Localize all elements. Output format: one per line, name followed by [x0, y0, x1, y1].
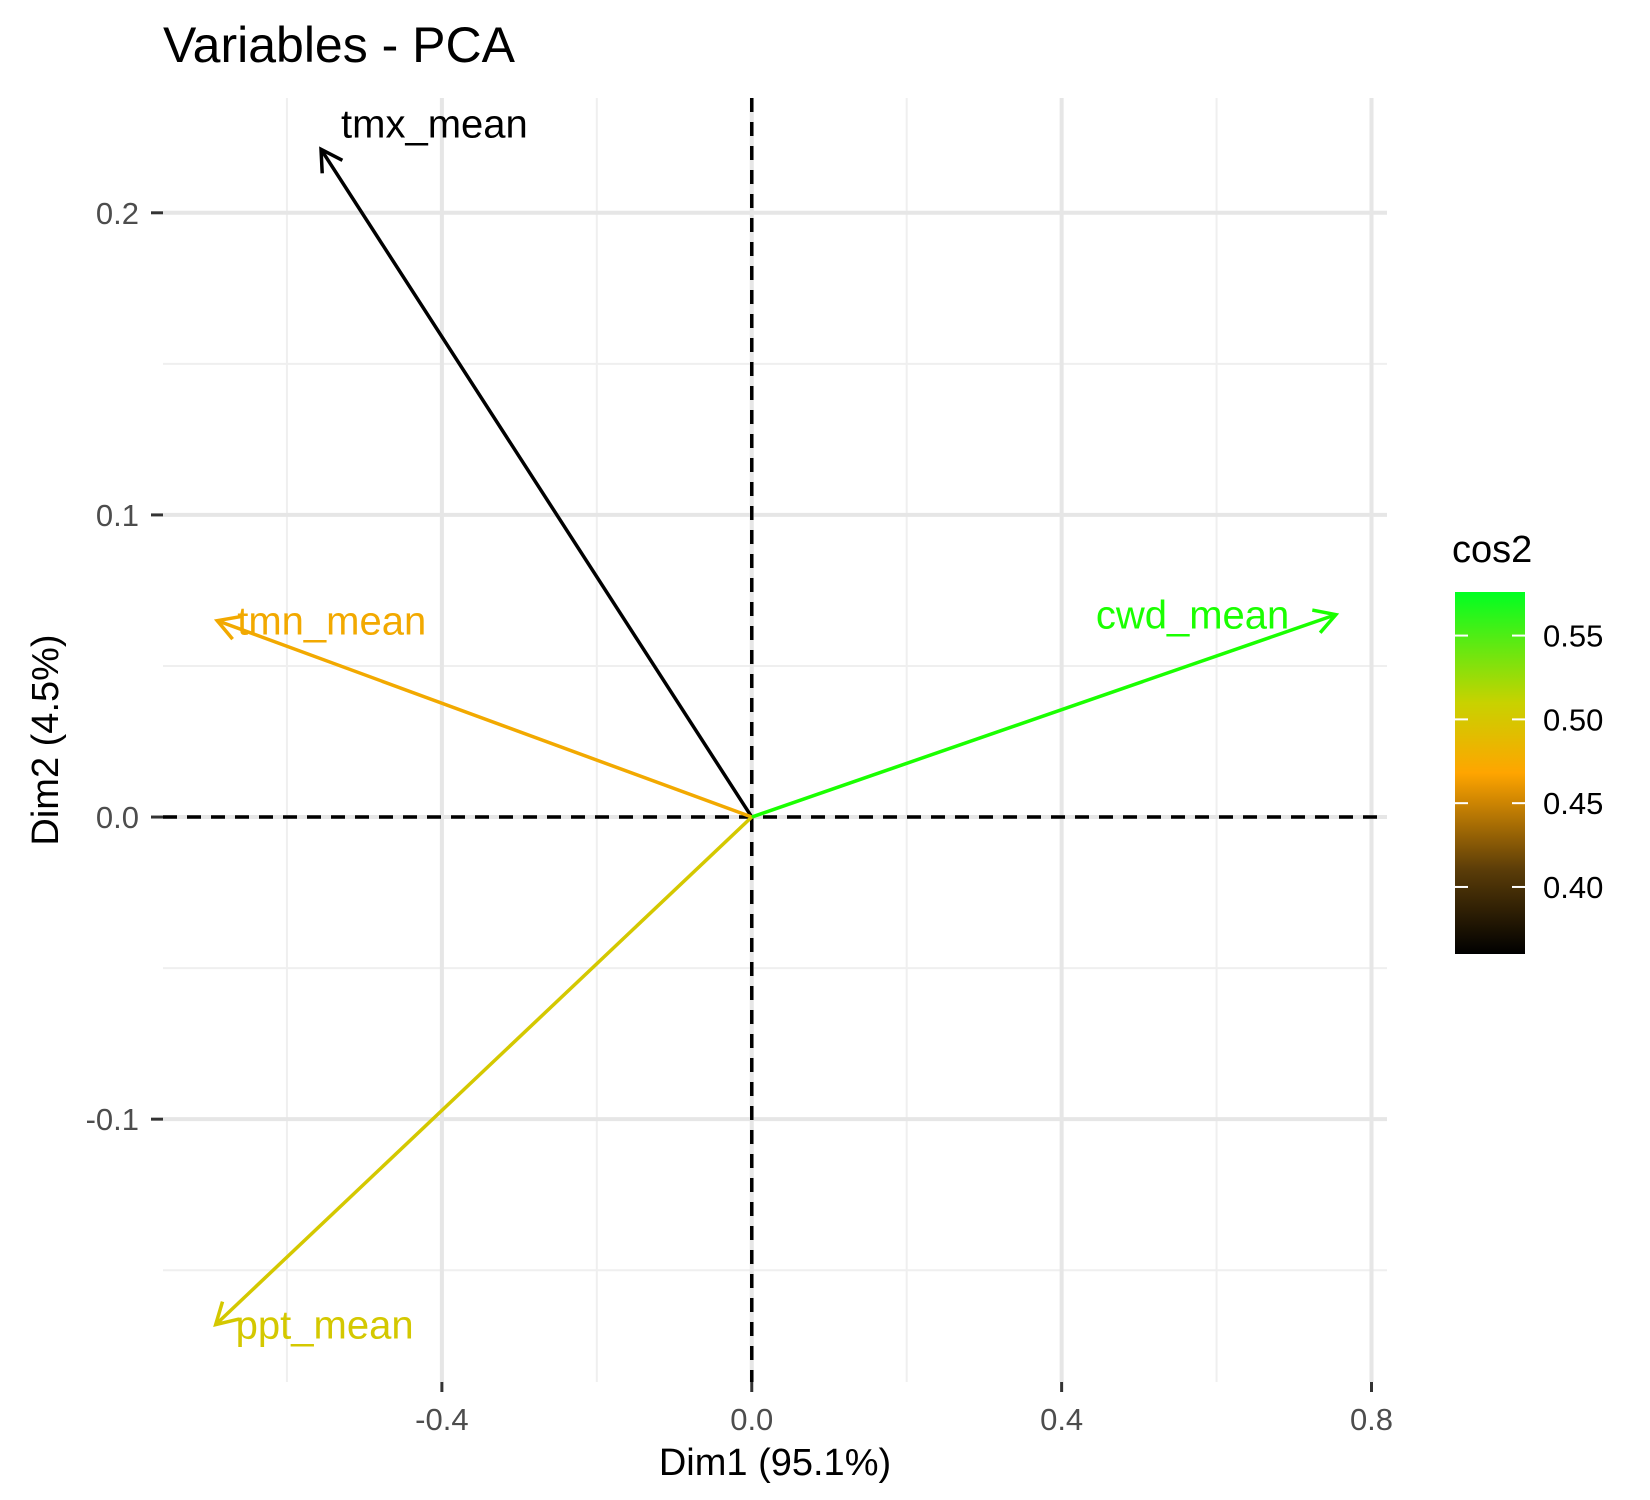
x-axis-title: Dim1 (95.1%)	[659, 1442, 891, 1484]
legend-tick-label: 0.45	[1543, 786, 1603, 821]
legend-tick-label: 0.50	[1543, 702, 1603, 737]
plot-panel	[163, 98, 1387, 1382]
y-tick-label: 0.2	[96, 196, 139, 231]
arrowhead-tmn_mean	[213, 614, 242, 641]
y-tick-label: 0.1	[96, 498, 139, 533]
legend-title: cos2	[1452, 529, 1532, 571]
arrowhead-tmx_mean	[319, 146, 344, 174]
y-axis-title: Dim2 (4.5%)	[25, 634, 67, 845]
x-tick-label: 0.8	[1350, 1402, 1393, 1437]
label-ppt_mean: ppt_mean	[236, 1304, 414, 1348]
minor-gridlines	[163, 98, 1387, 1382]
arrow-tmx_mean	[319, 148, 754, 818]
legend-ticks: 0.55 0.50 0.45 0.40	[1455, 619, 1603, 905]
reference-lines	[163, 98, 1387, 1382]
arrow-tmn_mean	[216, 619, 753, 819]
y-tick-label: -0.1	[86, 1102, 139, 1137]
x-axis: -0.4 0.0 0.4 0.8	[415, 1382, 1393, 1437]
x-tick-label: 0.4	[1040, 1402, 1083, 1437]
cos2-legend: cos2 0.55 0.50 0.45 0.40	[1452, 529, 1603, 954]
label-tmx_mean: tmx_mean	[341, 102, 528, 146]
variable-arrows	[213, 146, 1340, 1328]
label-tmn_mean: tmn_mean	[237, 600, 426, 644]
arrowhead-cwd_mean	[1311, 608, 1340, 634]
legend-tick-label: 0.55	[1543, 619, 1603, 654]
arrow-cwd_mean	[751, 612, 1337, 819]
legend-colorbar	[1455, 592, 1525, 954]
chart-title: Variables - PCA	[163, 17, 516, 73]
y-axis: -0.1 0.0 0.1 0.2	[86, 196, 163, 1137]
label-cwd_mean: cwd_mean	[1096, 594, 1289, 638]
arrowhead-ppt_mean	[213, 1301, 240, 1328]
variable-labels: tmx_mean tmn_mean cwd_mean ppt_mean	[236, 102, 1290, 1347]
x-tick-label: 0.0	[730, 1402, 773, 1437]
legend-tick-label: 0.40	[1543, 870, 1603, 905]
y-tick-label: 0.0	[96, 800, 139, 835]
x-tick-label: -0.4	[415, 1402, 468, 1437]
arrow-ppt_mean	[214, 815, 753, 1326]
